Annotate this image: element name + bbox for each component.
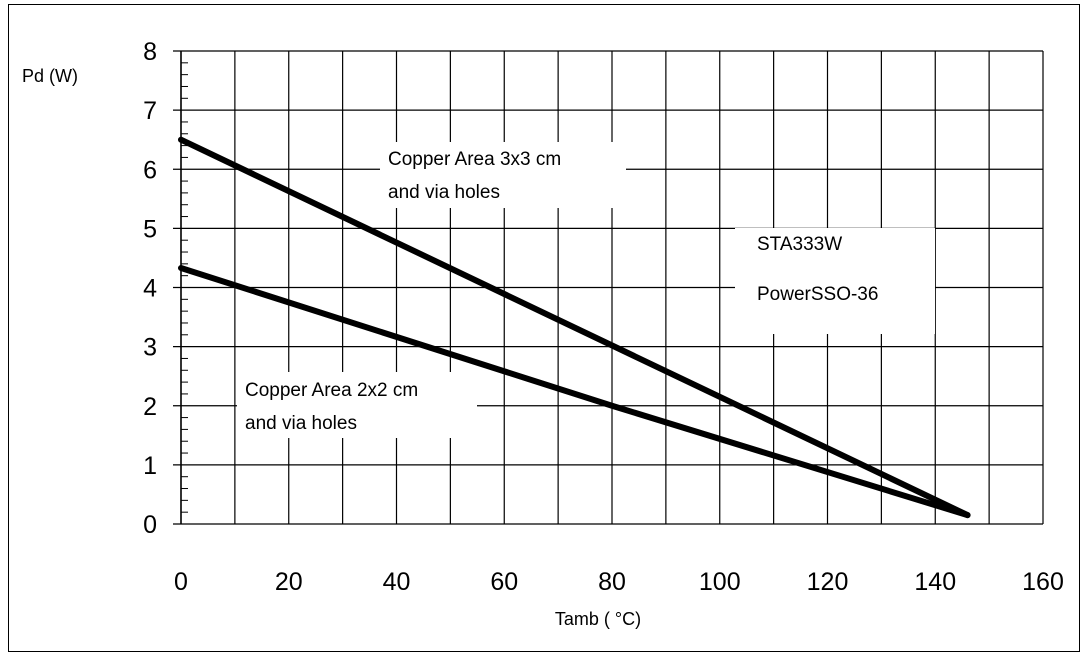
annotation-3x3-line1: Copper Area 3x3 cm [388,149,561,170]
x-tick-label: 160 [1022,568,1064,596]
y-tick-label: 0 [143,511,157,539]
x-tick-label: 60 [490,568,518,596]
y-tick-label: 4 [143,275,157,303]
y-tick-label: 3 [143,334,157,362]
annotation-device-line2: PowerSSO-36 [757,284,878,305]
x-tick-label: 0 [174,568,188,596]
annotation-3x3-bg [380,142,626,208]
annotation-3x3-line2: and via holes [388,182,500,203]
y-tick-label: 5 [143,215,157,243]
minor-ticks [181,62,188,513]
y-axis-label: Pd (W) [22,66,78,86]
annotation-device-line1: STA333W [757,234,842,255]
x-tick-label: 20 [275,568,303,596]
y-tick-label: 7 [143,97,157,125]
annotation-device-bg [735,228,935,334]
y-tick-label: 1 [143,452,157,480]
x-tick-label: 40 [383,568,411,596]
x-tick-label: 140 [914,568,956,596]
grid [173,50,1044,525]
x-tick-label: 120 [807,568,849,596]
x-axis-label: Tamb ( °C) [555,609,641,629]
y-tick-label: 8 [143,38,157,66]
y-tick-label: 2 [143,393,157,421]
annotation-2x2-bg [237,372,477,438]
series-line-2 [178,264,971,519]
x-tick-label: 80 [598,568,626,596]
series-lines [178,136,971,519]
annotation-2x2-line1: Copper Area 2x2 cm [245,380,418,401]
series-line-1 [178,136,971,519]
y-tick-label: 6 [143,156,157,184]
annotation-2x2-line2: and via holes [245,413,357,434]
x-tick-label: 100 [699,568,741,596]
